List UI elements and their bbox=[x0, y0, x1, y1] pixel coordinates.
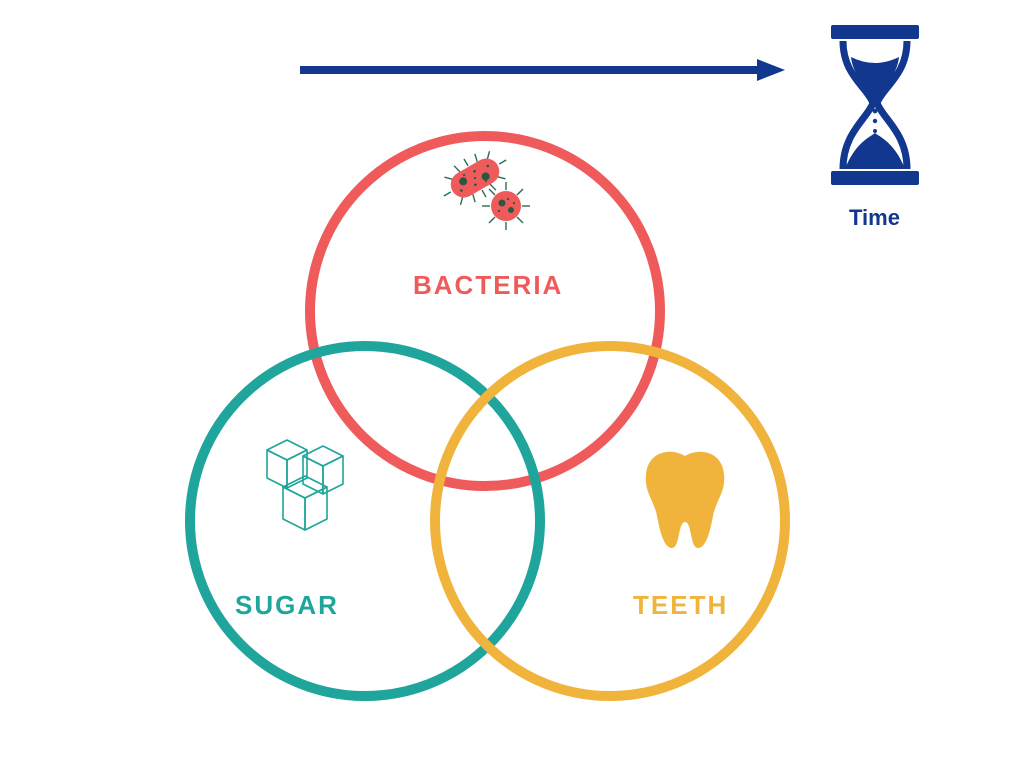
tooth-icon bbox=[640, 450, 730, 550]
hourglass-icon bbox=[825, 25, 925, 185]
diagram-stage: BACTERIA SUGAR TEETH bbox=[0, 0, 1024, 768]
time-label: Time bbox=[849, 205, 900, 231]
teeth-label: TEETH bbox=[633, 590, 728, 621]
venn-circle-teeth bbox=[430, 341, 790, 701]
bacteria-icon bbox=[440, 148, 540, 238]
sugar-cubes-icon bbox=[245, 432, 365, 542]
sugar-label: SUGAR bbox=[235, 590, 339, 621]
bacteria-label: BACTERIA bbox=[413, 270, 563, 301]
